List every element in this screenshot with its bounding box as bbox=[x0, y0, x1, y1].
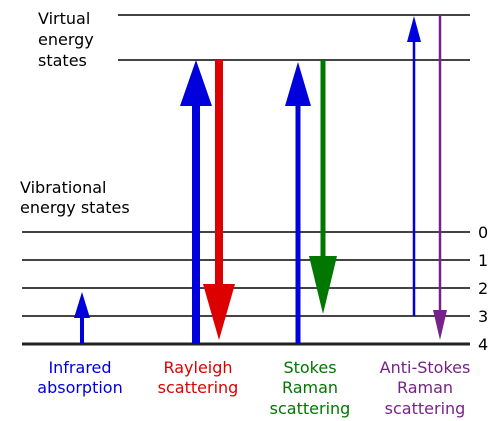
level-label-3: 1 bbox=[478, 251, 488, 270]
antistokes-label-line3: scattering bbox=[385, 399, 466, 418]
vibrational-label-line1: Vibrational bbox=[20, 178, 106, 197]
antistokes-emission-arrow bbox=[433, 15, 447, 340]
antistokes-label-line2: Raman bbox=[397, 378, 453, 397]
level-label-4: 0 bbox=[478, 223, 488, 242]
virtual-label-line3: states bbox=[38, 51, 87, 70]
vibrational-label-line2: energy states bbox=[20, 198, 130, 217]
rayleigh-emission-arrow bbox=[203, 60, 235, 340]
stokes-excitation-arrow bbox=[285, 62, 311, 344]
stokes-emission-arrow bbox=[309, 60, 337, 314]
infrared-label-line2: absorption bbox=[37, 378, 122, 397]
rayleigh-excitation-arrow bbox=[180, 60, 212, 344]
virtual-label-line1: Virtual bbox=[38, 9, 90, 28]
antistokes-excitation-arrow bbox=[407, 16, 421, 316]
level-label-1: 3 bbox=[478, 307, 488, 326]
infrared-label-line1: Infrared bbox=[48, 358, 111, 377]
rayleigh-label-line2: scattering bbox=[158, 378, 239, 397]
level-label-0: 4 bbox=[478, 335, 488, 354]
infrared-absorption-arrow bbox=[74, 292, 90, 344]
rayleigh-label-line1: Rayleigh bbox=[163, 358, 232, 377]
stokes-label-line3: scattering bbox=[270, 399, 351, 418]
stokes-label-line1: Stokes bbox=[283, 358, 336, 377]
level-label-2: 2 bbox=[478, 279, 488, 298]
antistokes-label-line1: Anti-Stokes bbox=[380, 358, 471, 377]
virtual-label-line2: energy bbox=[38, 30, 94, 49]
stokes-label-line2: Raman bbox=[282, 378, 338, 397]
